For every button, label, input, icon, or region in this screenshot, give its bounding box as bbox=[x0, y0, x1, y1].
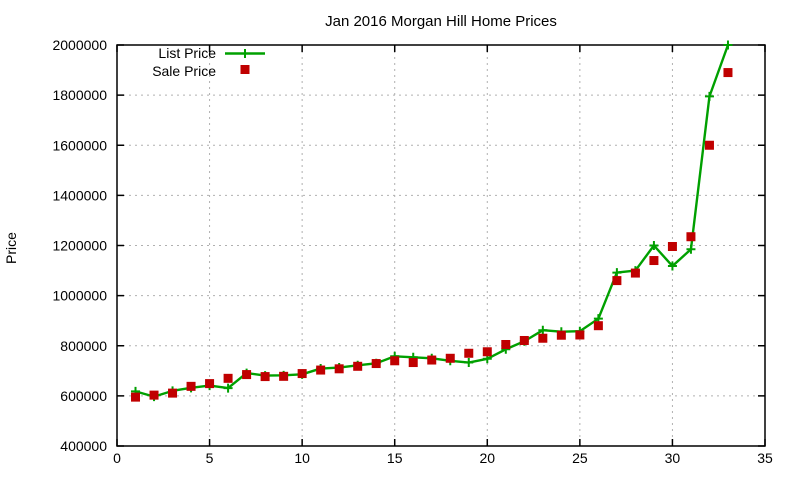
sale-price-point-29 bbox=[649, 256, 659, 266]
sale-price-point-18 bbox=[445, 353, 455, 363]
x-tick-label-20: 20 bbox=[479, 450, 495, 466]
sale-price-point-31 bbox=[686, 232, 696, 242]
sale-price-point-3 bbox=[168, 388, 178, 398]
sale-price-point-15 bbox=[390, 356, 400, 366]
legend-sale-price-sample bbox=[240, 65, 250, 74]
sale-price-point-28 bbox=[630, 268, 640, 278]
y-tick-label-1800000: 1800000 bbox=[52, 87, 107, 103]
y-tick-label-800000: 800000 bbox=[60, 338, 107, 354]
sale-price-point-32 bbox=[704, 140, 714, 150]
list-price-point-31 bbox=[686, 244, 696, 254]
y-tick-label-600000: 600000 bbox=[60, 388, 107, 404]
sale-price-point-30 bbox=[667, 242, 677, 252]
sale-price-point-17 bbox=[427, 355, 437, 365]
y-tick-label-400000: 400000 bbox=[60, 438, 107, 454]
sale-price-point-33 bbox=[723, 68, 733, 78]
legend-list-price-sample bbox=[225, 49, 265, 58]
sale-price-point-7 bbox=[242, 370, 252, 380]
legend-sale-price-label: Sale Price bbox=[152, 63, 216, 79]
x-tick-label-30: 30 bbox=[665, 450, 681, 466]
list-price-point-19 bbox=[464, 358, 474, 368]
sale-price-point-8 bbox=[260, 372, 270, 382]
x-tick-label-35: 35 bbox=[757, 450, 773, 466]
y-tick-labels: 400000 600000 800000 1000000 1200000 1400000 1… bbox=[52, 37, 107, 454]
sale-price-point-12 bbox=[334, 364, 344, 374]
list-price-series bbox=[131, 40, 733, 402]
sale-price-point-2 bbox=[149, 390, 159, 400]
list-price-point-32 bbox=[704, 91, 714, 101]
list-price-point-33 bbox=[723, 40, 733, 50]
list-price-point-23 bbox=[538, 325, 548, 335]
x-tick-label-5: 5 bbox=[206, 450, 214, 466]
sale-price-point-24 bbox=[556, 330, 566, 340]
sale-price-point-22 bbox=[519, 335, 529, 345]
y-tick-label-1000000: 1000000 bbox=[52, 288, 107, 304]
sale-price-point-26 bbox=[593, 321, 603, 331]
chart-title: Jan 2016 Morgan Hill Home Prices bbox=[325, 13, 557, 30]
list-price-point-27 bbox=[612, 268, 622, 278]
sale-price-point-11 bbox=[316, 365, 326, 375]
sale-price-point-21 bbox=[501, 339, 511, 349]
y-tick-label-1600000: 1600000 bbox=[52, 137, 107, 153]
x-tick-label-10: 10 bbox=[294, 450, 310, 466]
sale-price-point-25 bbox=[575, 330, 585, 340]
list-price-point-30 bbox=[667, 261, 677, 271]
sale-price-point-5 bbox=[205, 379, 215, 389]
y-tick-label-1200000: 1200000 bbox=[52, 238, 107, 254]
sale-price-point-20 bbox=[482, 347, 492, 357]
gridlines bbox=[117, 45, 765, 446]
sale-price-point-14 bbox=[371, 359, 381, 369]
sale-price-point-6 bbox=[223, 373, 233, 383]
sale-price-point-9 bbox=[279, 371, 289, 381]
sale-price-point-10 bbox=[297, 369, 307, 379]
sale-price-point-27 bbox=[612, 276, 622, 286]
sale-price-series bbox=[131, 68, 733, 402]
sale-price-point-13 bbox=[353, 361, 363, 371]
list-price-point-6 bbox=[223, 383, 233, 393]
sale-price-point-19 bbox=[464, 348, 474, 358]
sale-price-point-16 bbox=[408, 358, 418, 368]
x-tick-labels: 0 5 10 15 20 25 30 35 bbox=[113, 450, 773, 466]
sale-price-point-4 bbox=[186, 381, 196, 391]
plot-border bbox=[116, 44, 766, 447]
y-tick-label-2000000: 2000000 bbox=[52, 37, 107, 53]
sale-price-point-1 bbox=[131, 392, 141, 402]
legend-list-price-label: List Price bbox=[158, 45, 216, 61]
legend: List Price Sale Price bbox=[152, 45, 265, 79]
x-tick-label-25: 25 bbox=[572, 450, 588, 466]
list-price-line bbox=[135, 44, 730, 398]
x-tick-label-15: 15 bbox=[387, 450, 403, 466]
sale-price-point-23 bbox=[538, 333, 548, 343]
x-tick-label-0: 0 bbox=[113, 450, 121, 466]
y-tick-label-1400000: 1400000 bbox=[52, 187, 107, 203]
y-axis-label: Price bbox=[3, 232, 19, 264]
list-price-point-29 bbox=[649, 241, 659, 250]
